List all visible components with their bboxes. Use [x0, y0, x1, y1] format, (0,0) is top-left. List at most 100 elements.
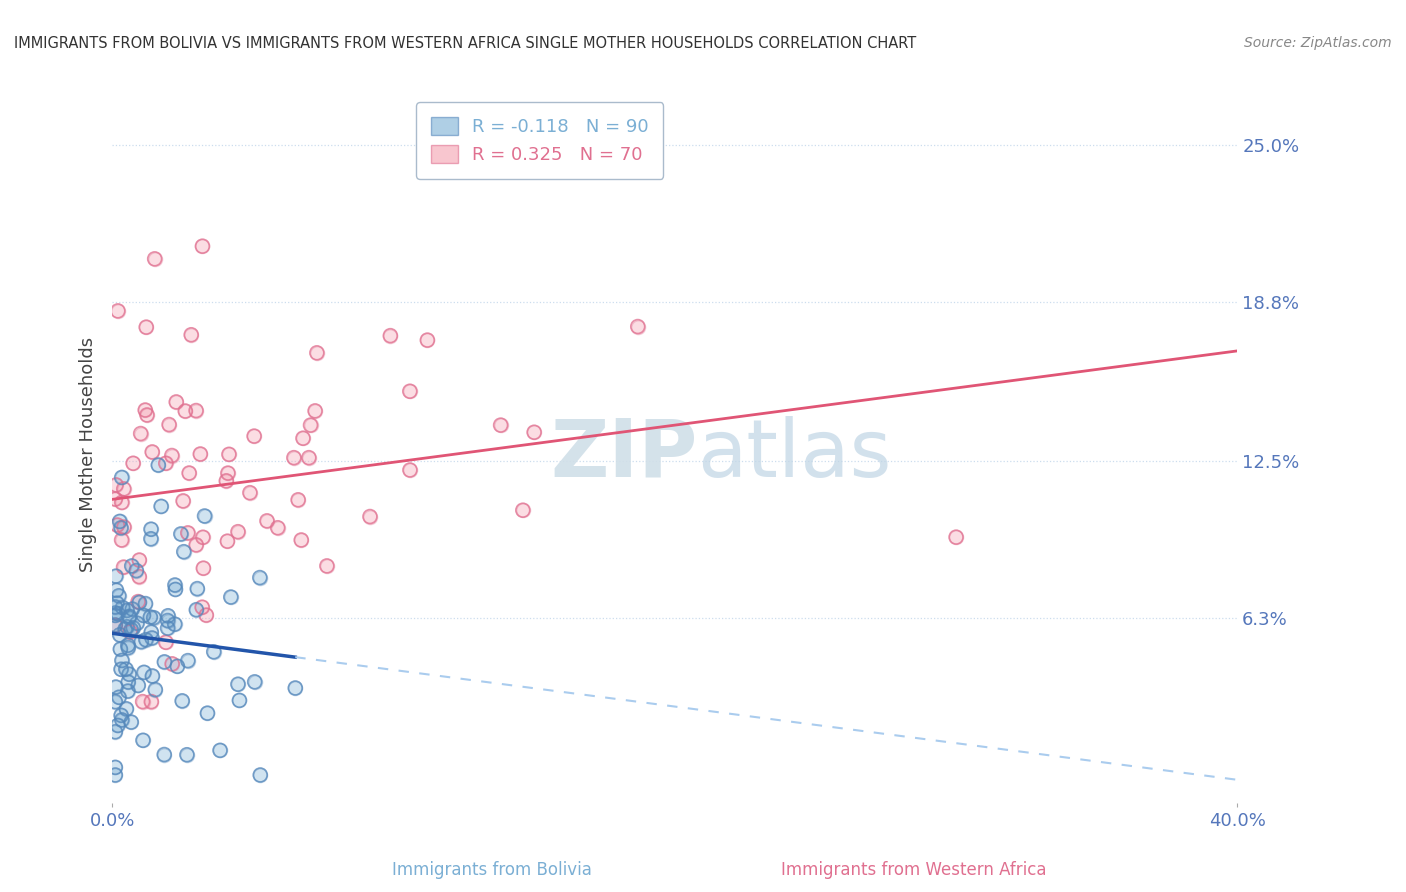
Point: [359, 509, 381, 524]
Point: [184, 403, 207, 417]
Point: [132, 733, 155, 747]
Point: [141, 669, 163, 683]
Point: [287, 492, 309, 507]
Point: [523, 425, 546, 440]
Point: [243, 429, 266, 443]
Point: [118, 609, 141, 624]
Point: [160, 657, 183, 671]
Point: [128, 569, 150, 583]
Point: [143, 682, 166, 697]
Point: [153, 655, 176, 669]
Point: [304, 404, 326, 418]
Point: [398, 384, 420, 399]
Point: [104, 608, 127, 623]
Point: [107, 304, 129, 318]
Point: [148, 458, 170, 472]
Point: [118, 609, 141, 624]
Point: [104, 606, 127, 620]
Point: [111, 470, 134, 484]
Point: [399, 463, 422, 477]
Point: [165, 582, 187, 597]
Point: [131, 634, 153, 648]
Point: [298, 450, 321, 465]
Point: [191, 530, 214, 544]
Point: [114, 662, 136, 676]
Point: [249, 570, 271, 584]
Point: [163, 617, 186, 632]
Point: [110, 521, 132, 535]
Point: [249, 768, 271, 782]
Point: [287, 492, 309, 507]
Point: [217, 534, 239, 549]
Point: [165, 395, 187, 409]
Point: [160, 449, 183, 463]
Point: [172, 694, 194, 708]
Point: [299, 418, 322, 433]
Point: [122, 456, 145, 470]
Point: [134, 403, 156, 417]
Point: [191, 239, 214, 253]
Point: [120, 623, 142, 637]
Point: [141, 695, 163, 709]
Point: [104, 491, 127, 506]
Point: [219, 590, 242, 604]
Point: [110, 662, 132, 676]
Text: IMMIGRANTS FROM BOLIVIA VS IMMIGRANTS FROM WESTERN AFRICA SINGLE MOTHER HOUSEHOL: IMMIGRANTS FROM BOLIVIA VS IMMIGRANTS FR…: [14, 36, 917, 51]
Point: [107, 607, 129, 621]
Point: [239, 485, 262, 500]
Point: [122, 621, 145, 635]
Point: [108, 628, 131, 642]
Point: [143, 252, 166, 266]
Point: [122, 621, 145, 635]
Point: [197, 706, 219, 720]
Point: [105, 518, 128, 533]
Point: [155, 456, 177, 470]
Point: [163, 617, 186, 632]
Point: [193, 561, 215, 575]
Point: [172, 494, 194, 508]
Point: [523, 425, 546, 440]
Point: [118, 667, 141, 681]
Point: [157, 417, 180, 432]
Point: [191, 600, 214, 615]
Point: [117, 684, 139, 698]
Text: Immigrants from Bolivia: Immigrants from Bolivia: [392, 861, 592, 879]
Point: [104, 618, 127, 632]
Point: [134, 403, 156, 417]
Point: [157, 417, 180, 432]
Point: [115, 603, 138, 617]
Point: [120, 623, 142, 637]
Point: [108, 628, 131, 642]
Point: [104, 599, 127, 614]
Point: [132, 608, 155, 623]
Point: [173, 544, 195, 558]
Point: [156, 614, 179, 628]
Point: [108, 515, 131, 529]
Point: [112, 482, 135, 496]
Point: [117, 684, 139, 698]
Point: [117, 640, 139, 655]
Point: [153, 747, 176, 762]
Point: [129, 426, 152, 441]
Point: [304, 404, 326, 418]
Point: [115, 620, 138, 634]
Point: [165, 395, 187, 409]
Point: [139, 610, 162, 624]
Point: [104, 768, 127, 782]
Point: [121, 602, 143, 616]
Point: [131, 634, 153, 648]
Point: [108, 690, 131, 705]
Point: [249, 768, 271, 782]
Point: [218, 447, 240, 461]
Point: [174, 404, 197, 418]
Point: [173, 544, 195, 558]
Point: [108, 589, 131, 603]
Point: [217, 466, 239, 480]
Point: [283, 450, 305, 465]
Point: [186, 602, 208, 616]
Point: [141, 631, 163, 645]
Point: [110, 662, 132, 676]
Point: [108, 690, 131, 705]
Point: [170, 527, 193, 541]
Point: [121, 558, 143, 573]
